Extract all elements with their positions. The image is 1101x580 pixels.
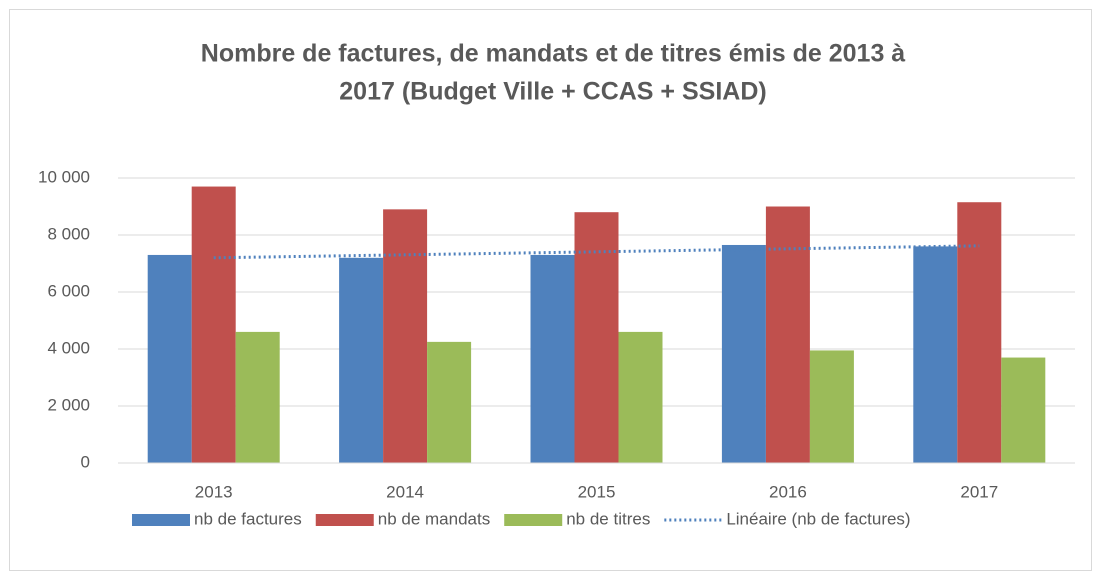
- bar: [1001, 357, 1046, 463]
- legend-swatch: [132, 514, 190, 526]
- x-tick-label: 2017: [960, 482, 998, 501]
- y-tick-label: 4 000: [47, 338, 90, 357]
- y-tick-label: 8 000: [47, 224, 90, 243]
- chart-title: Nombre de factures, de mandats et de tit…: [201, 40, 906, 68]
- bar: [339, 257, 384, 463]
- bar: [721, 244, 766, 463]
- legend-swatch: [504, 514, 563, 526]
- x-tick-label: 2016: [769, 482, 807, 501]
- bar: [765, 206, 810, 463]
- legend-swatch: [315, 514, 374, 526]
- legend-label: nb de factures: [194, 509, 302, 528]
- chart-title: 2017 (Budget Ville + CCAS + SSIAD): [339, 78, 766, 106]
- y-tick-label: 10 000: [38, 167, 90, 186]
- y-tick-label: 6 000: [47, 281, 90, 300]
- x-tick-label: 2015: [578, 482, 616, 501]
- bar: [574, 212, 619, 463]
- bar: [957, 202, 1002, 463]
- bar: [147, 254, 192, 463]
- bar: [809, 350, 854, 463]
- legend-label: nb de mandats: [378, 509, 490, 528]
- x-tick-label: 2013: [195, 482, 233, 501]
- bar: [191, 186, 236, 464]
- bar: [913, 246, 958, 463]
- bar: [383, 209, 428, 463]
- y-tick-label: 0: [81, 452, 90, 471]
- bar: [235, 331, 280, 463]
- legend-label: nb de titres: [566, 509, 650, 528]
- x-tick-label: 2014: [386, 482, 424, 501]
- legend-label: Linéaire (nb de factures): [726, 509, 910, 528]
- bar: [427, 341, 472, 463]
- y-tick-label: 2 000: [47, 395, 90, 414]
- bar: [618, 331, 663, 463]
- bar: [530, 254, 575, 463]
